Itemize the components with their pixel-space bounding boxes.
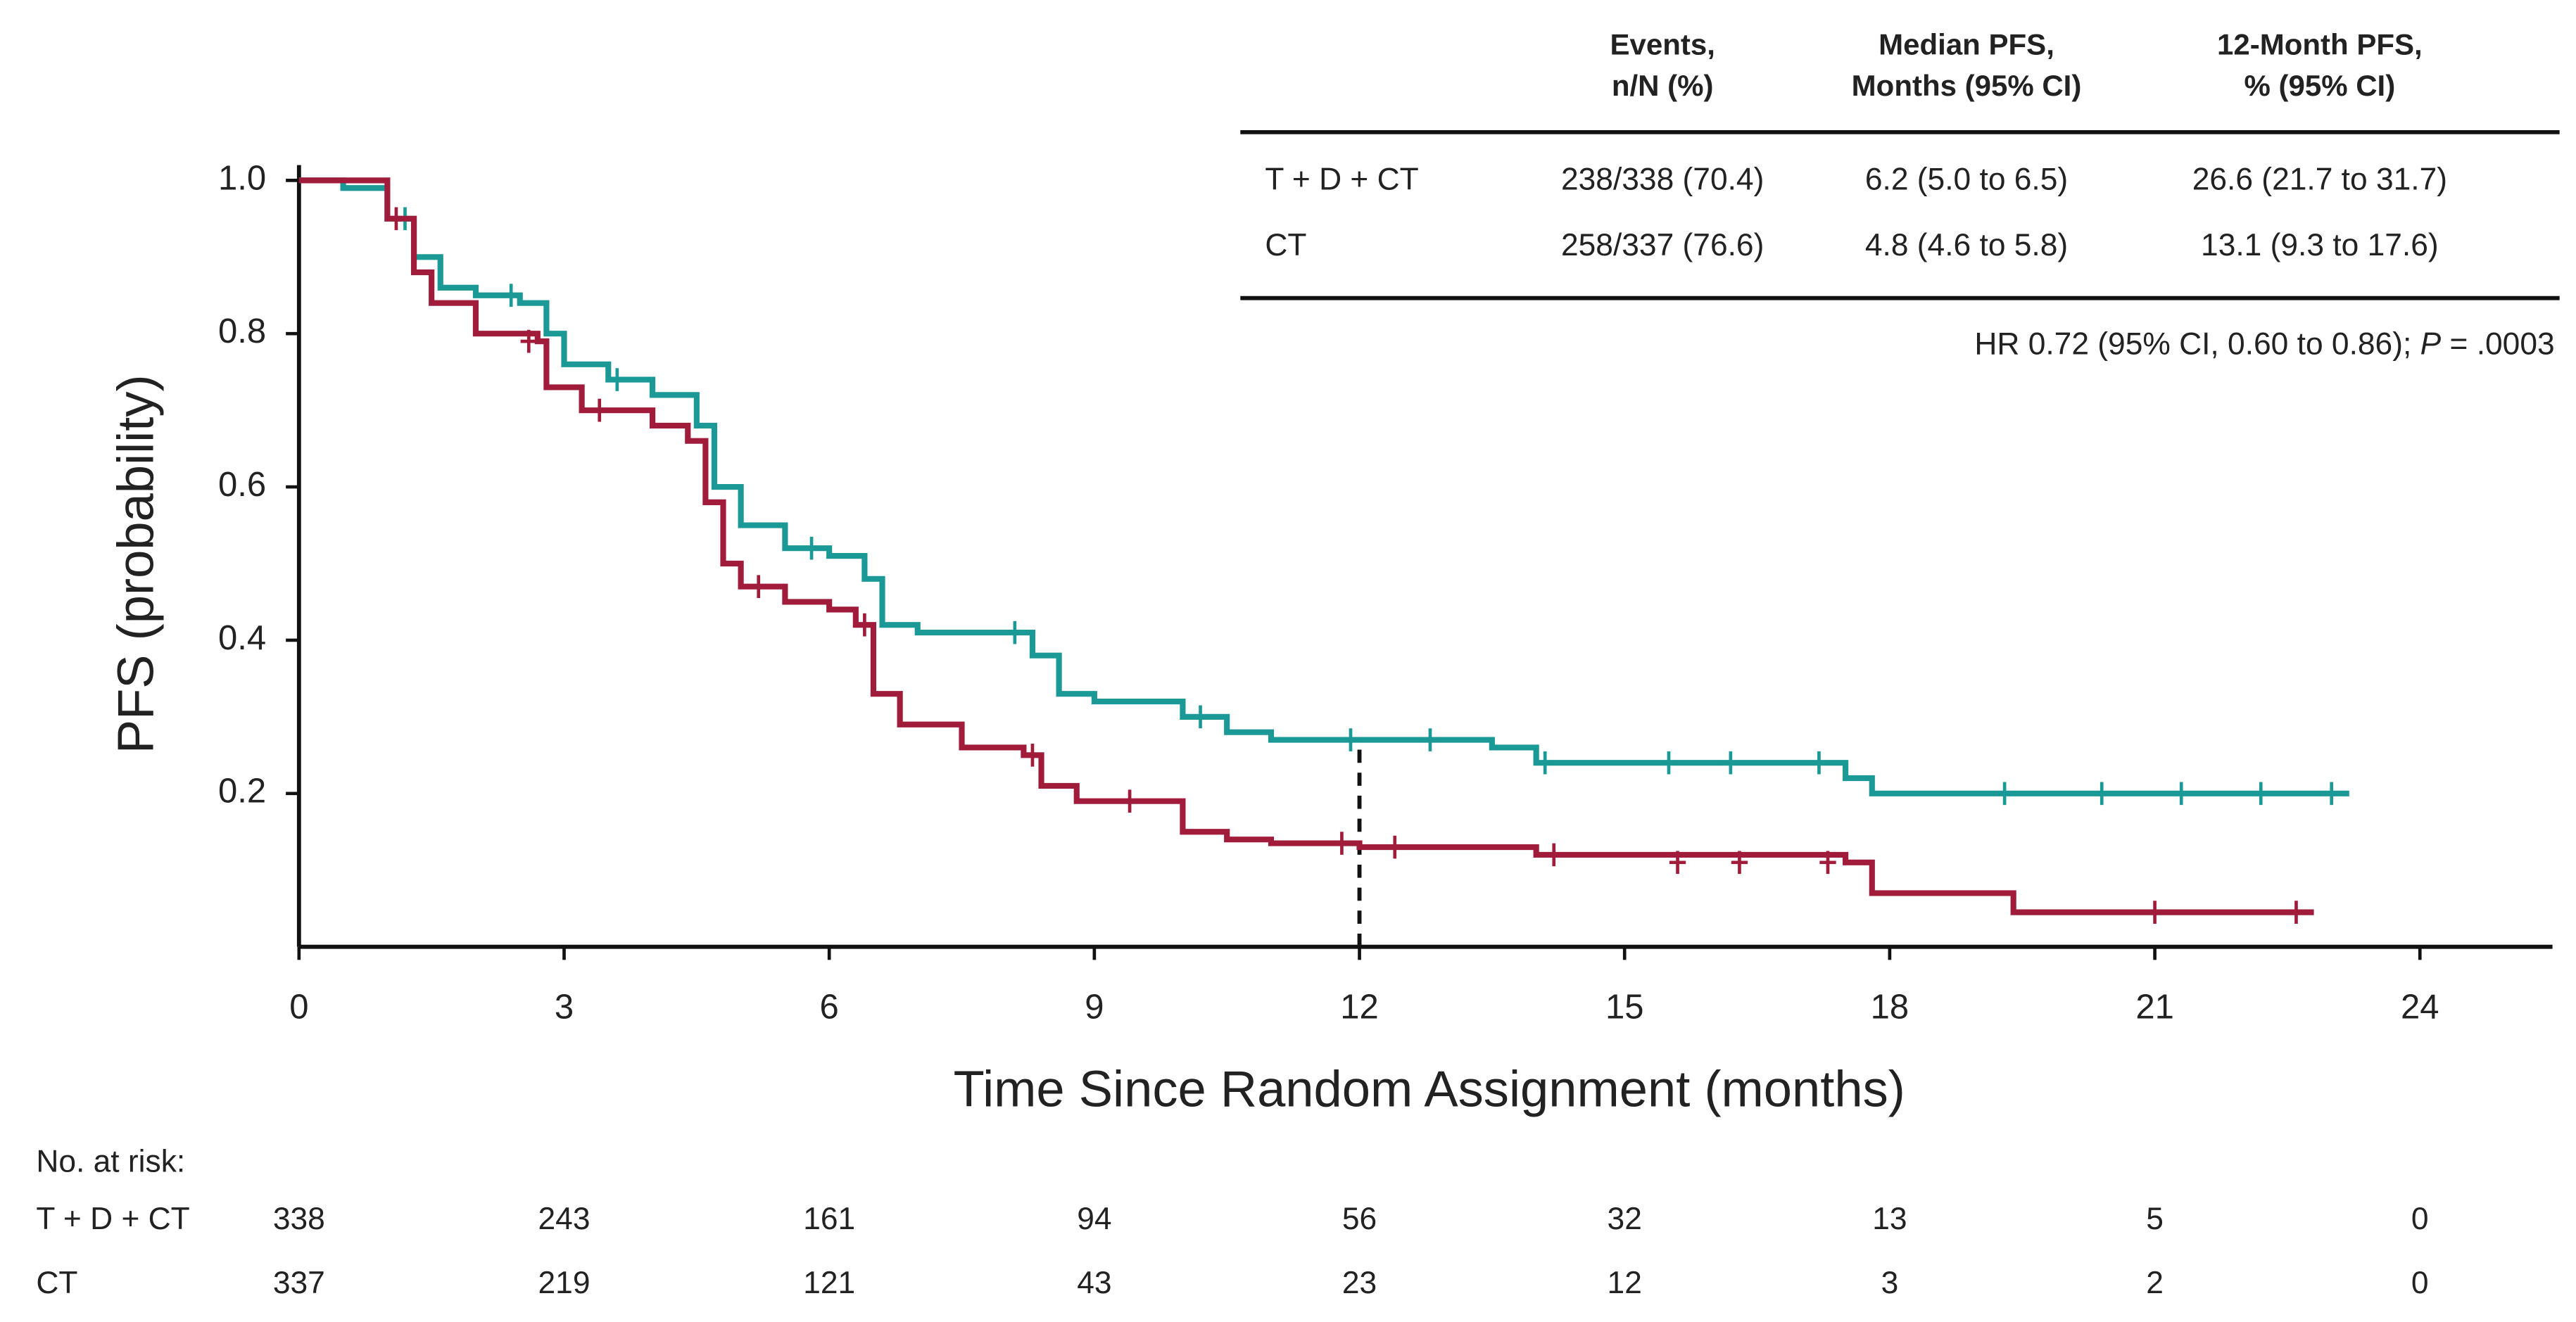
table-header: n/N (%) [1612,69,1714,102]
censor-mark [1660,751,1677,775]
censor-mark [1731,851,1748,875]
x-axis-label: Time Since Random Assignment (months) [954,1061,1905,1117]
risk-count: 243 [538,1202,591,1236]
censor-mark [503,284,519,307]
risk-count: 0 [2411,1202,2429,1236]
y-tick-label: 0.6 [218,466,266,504]
x-tick-label: 0 [289,988,308,1026]
x-tick-label: 21 [2135,988,2174,1026]
x-tick-label: 12 [1340,988,1379,1026]
censor-mark [2287,901,2305,924]
hr-text: HR 0.72 (95% CI, 0.60 to 0.86); [1974,326,2420,361]
censor-mark [2173,782,2190,806]
table-header: % (95% CI) [2244,69,2396,102]
table-row-label: CT [1265,228,1306,262]
risk-count: 23 [1342,1266,1377,1300]
table-cell: 6.2 (5.0 to 6.5) [1865,163,2068,197]
x-tick-label: 9 [1085,988,1104,1026]
risk-row-label: CT [36,1266,77,1300]
censor-mark [2146,901,2164,924]
hr-p: P [2420,326,2442,361]
censor-mark [1006,621,1023,644]
risk-count: 56 [1342,1202,1377,1236]
table-cell: 258/337 (76.6) [1561,228,1764,262]
y-tick-label: 0.8 [218,312,266,350]
censor-mark [1722,751,1739,775]
censor-mark [591,398,608,422]
table-cell: 13.1 (9.3 to 17.6) [2201,228,2439,262]
risk-count: 219 [538,1266,591,1300]
censor-mark [750,575,767,599]
censor-mark [1546,843,1562,867]
risk-count: 121 [803,1266,855,1300]
risk-count: 0 [2411,1266,2429,1300]
censor-mark [1342,728,1359,751]
risk-count: 32 [1608,1202,1642,1236]
censor-mark [520,329,537,353]
censor-mark [1810,751,1828,775]
risk-count: 13 [1872,1202,1907,1236]
censor-mark [1192,705,1209,729]
censor-mark [1333,832,1351,855]
y-tick-label: 1.0 [218,159,266,197]
table-header: Months (95% CI) [1852,69,2082,102]
censor-mark [1387,835,1403,859]
risk-count: 2 [2146,1266,2164,1300]
censor-mark [803,536,820,560]
risk-count: 5 [2146,1202,2164,1236]
x-tick-label: 18 [1871,988,1909,1026]
censor-mark [1669,851,1686,875]
censor-mark [609,368,626,391]
x-tick-label: 15 [1605,988,1644,1026]
table-cell: 238/338 (70.4) [1561,163,1764,197]
censor-mark [1121,789,1138,813]
y-axis-label: PFS (probability) [108,374,165,754]
risk-row-label: T + D + CT [36,1202,189,1236]
km-curve [298,177,2314,915]
y-tick-label: 0.2 [218,773,266,811]
y-tick-label: 0.4 [218,619,266,657]
risk-count: 161 [803,1202,855,1236]
censor-mark [1024,743,1041,767]
censor-mark [1996,782,2013,806]
risk-count: 3 [1881,1266,1899,1300]
km-curve [298,177,2349,796]
censor-mark [2252,782,2269,806]
risk-count: 43 [1077,1266,1111,1300]
x-tick-label: 3 [555,988,574,1026]
x-tick-label: 6 [820,988,839,1026]
censor-mark [1536,751,1553,775]
risk-title: No. at risk: [36,1144,185,1178]
censor-mark [1422,728,1439,751]
risk-count: 12 [1608,1266,1642,1300]
table-header: Median PFS, [1879,28,2054,61]
censor-mark [2323,782,2340,806]
table-header: 12-Month PFS, [2217,28,2423,61]
censor-mark [2093,782,2110,806]
censor-mark [856,613,873,637]
x-tick-label: 24 [2401,988,2439,1026]
risk-count: 337 [273,1266,325,1300]
hr-value: = .0003 [2441,326,2554,361]
censor-mark [1819,851,1836,875]
hr-note: HR 0.72 (95% CI, 0.60 to 0.86); P = .000… [1974,326,2554,361]
risk-count: 338 [273,1202,325,1236]
table-header: Events, [1610,28,1715,61]
censor-mark [388,207,405,231]
table-cell: 26.6 (21.7 to 31.7) [2192,163,2447,197]
risk-count: 94 [1077,1202,1111,1236]
table-cell: 4.8 (4.6 to 5.8) [1865,228,2068,262]
table-row-label: T + D + CT [1265,163,1418,197]
